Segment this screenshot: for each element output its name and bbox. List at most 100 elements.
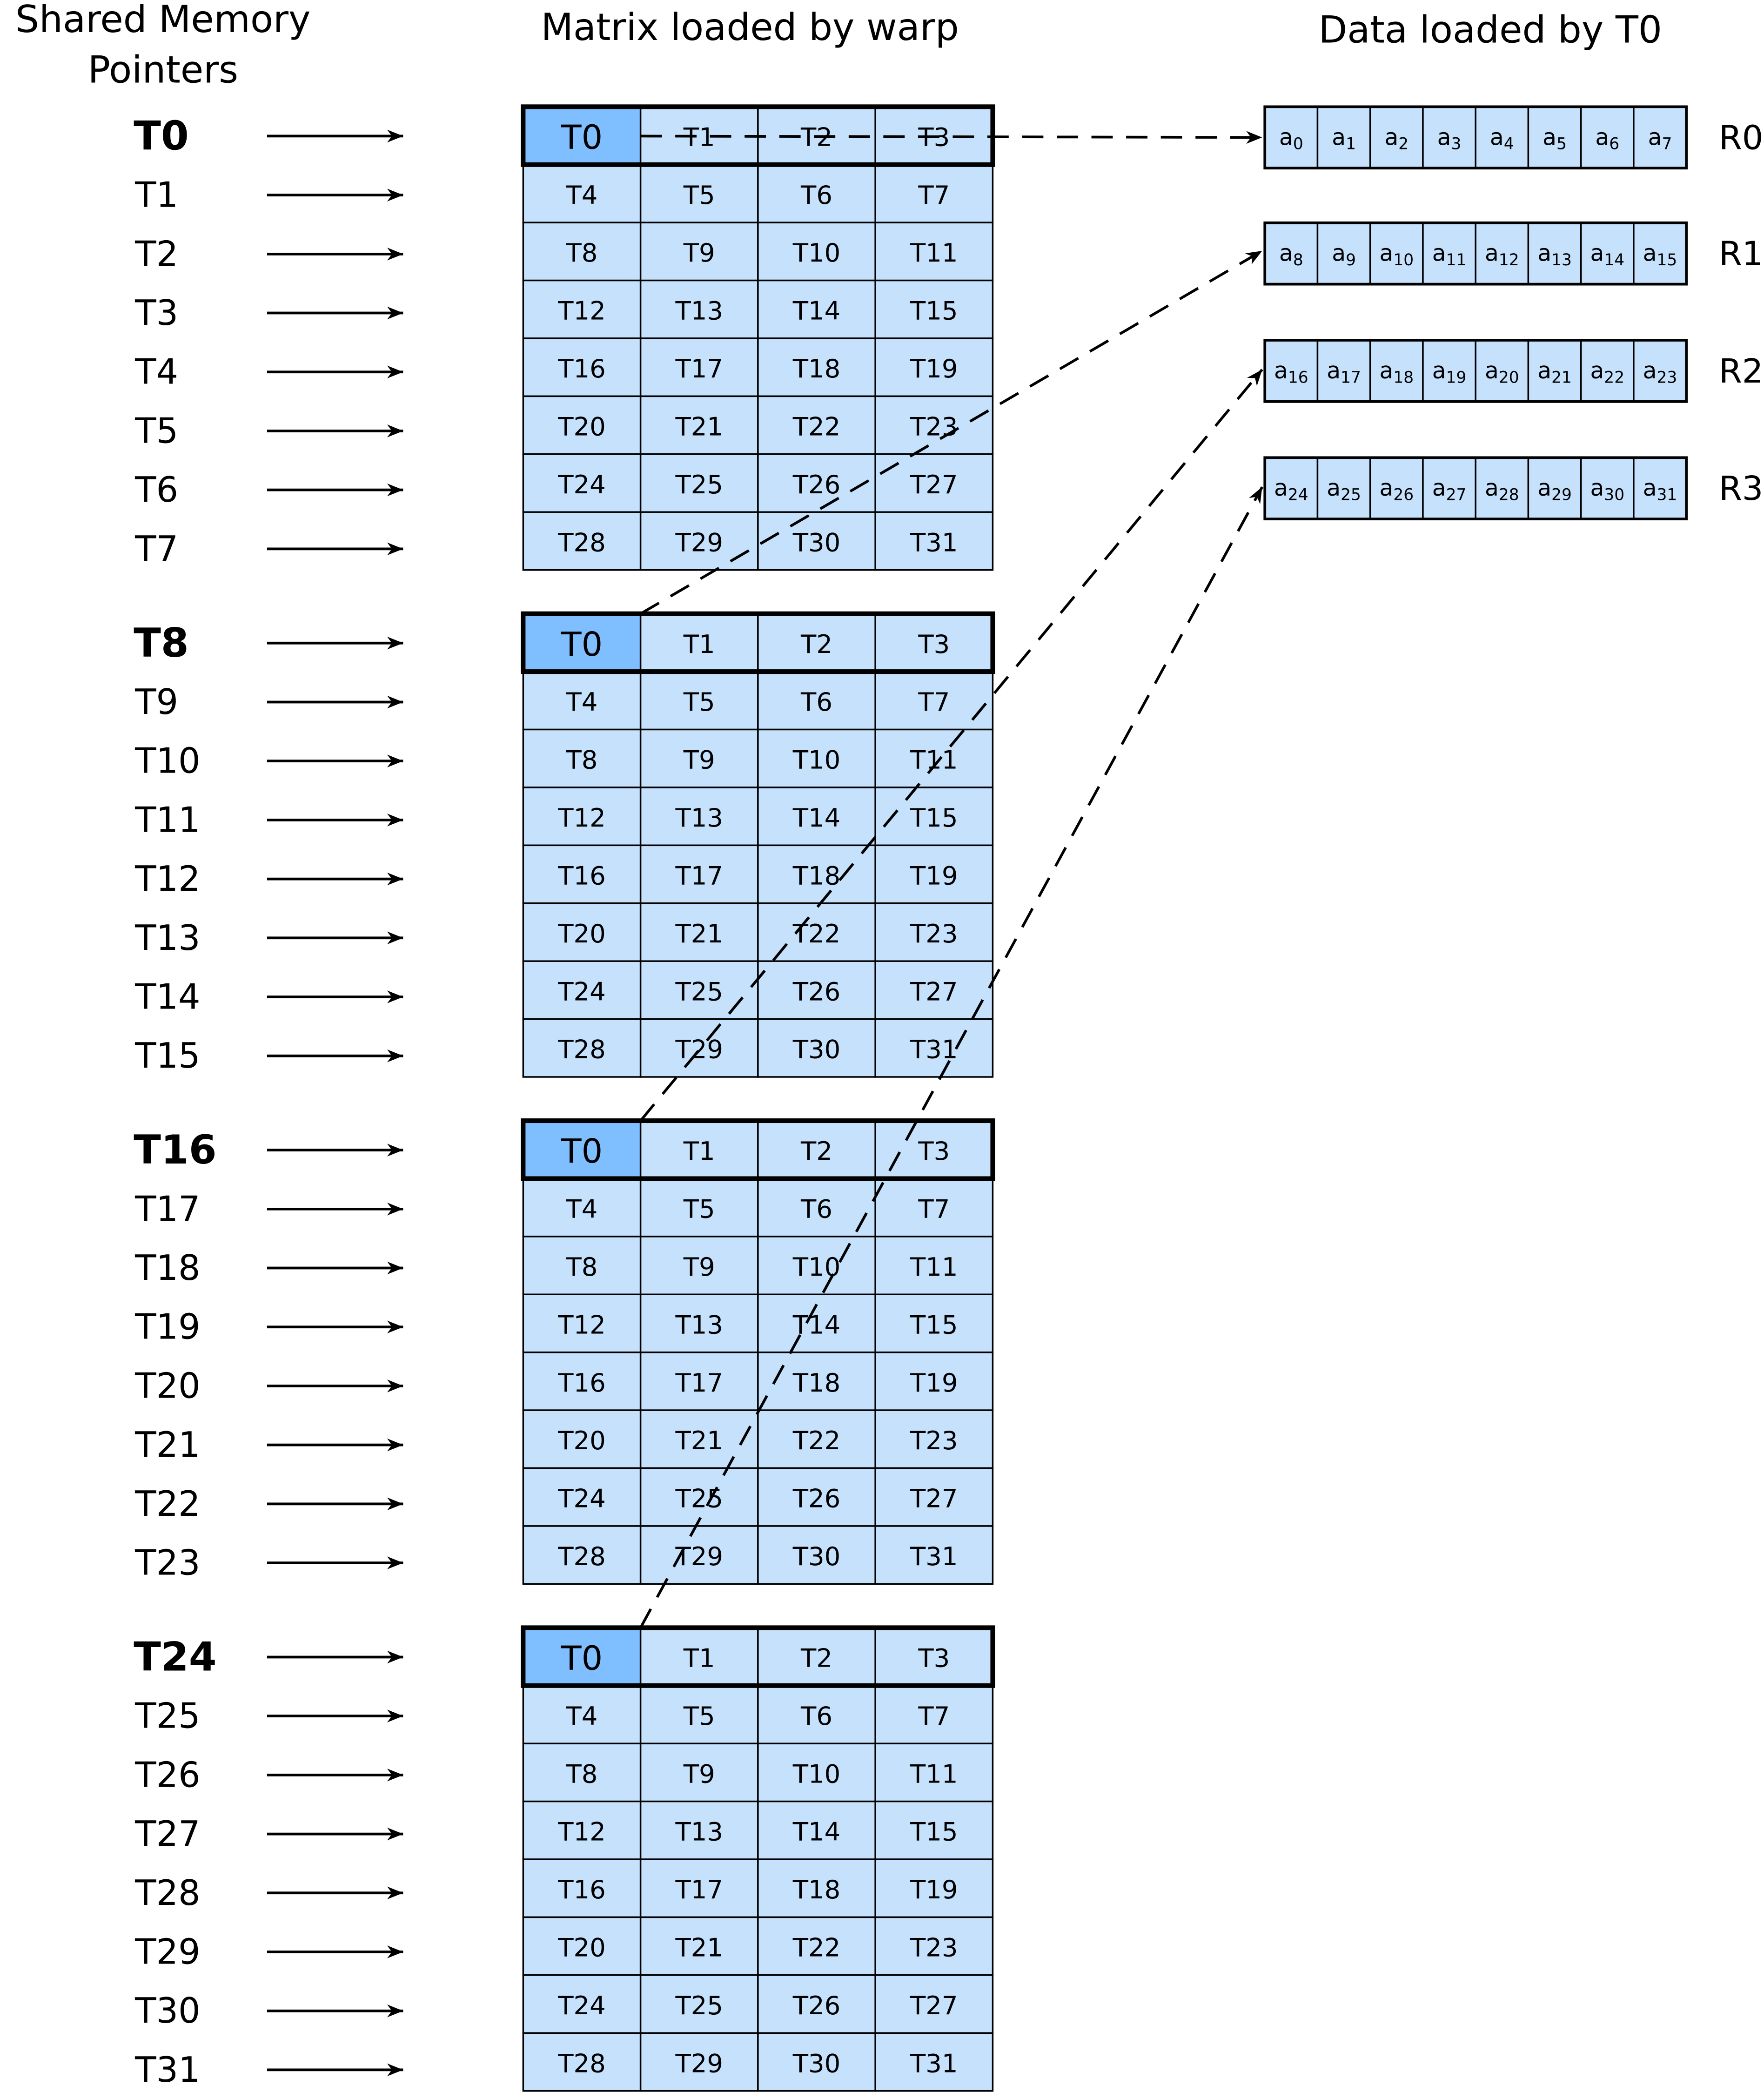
element-index: 12 (1499, 251, 1519, 269)
matrix-cell (639, 164, 759, 223)
matrix-cell (874, 1974, 994, 2034)
matrix-cell-label: T21 (675, 1426, 723, 1455)
matrix-cell (639, 844, 759, 904)
matrix-cell-label: T18 (792, 1368, 841, 1398)
matrix-cell-label: T29 (675, 1035, 723, 1064)
element-base: a (1327, 358, 1341, 384)
matrix-cell-label: T27 (910, 1484, 958, 1514)
matrix-cell (522, 1800, 642, 1860)
matrix-cell-label: T10 (792, 1759, 841, 1789)
element-index: 31 (1657, 486, 1677, 505)
matrix-cell-label: T14 (792, 1310, 841, 1339)
matrix-cell (874, 1236, 994, 1296)
pointer-label: T22 (134, 1484, 200, 1524)
matrix-cell-label: T12 (557, 1817, 606, 1847)
matrix-cell-label: T30 (792, 1541, 841, 1571)
matrix-cell-label: T10 (792, 745, 841, 775)
pointer-label: T18 (134, 1248, 200, 1288)
matrix-cell-label: T6 (800, 180, 832, 210)
matrix-cell-label: T23 (910, 919, 958, 948)
matrix-cell-label: T20 (557, 1426, 606, 1455)
matrix-cell-label: T5 (683, 1701, 715, 1731)
element-base: a (1590, 358, 1604, 384)
matrix-cell (757, 1409, 876, 1469)
matrix-cell-label: T16 (557, 861, 606, 890)
element-index: 30 (1604, 486, 1624, 505)
matrix-cell (639, 1120, 759, 1180)
matrix-cell-label: T6 (800, 1194, 832, 1224)
register-outline (1263, 105, 1688, 170)
element-base: a (1490, 124, 1504, 150)
matrix-cell (874, 844, 994, 904)
register-element: a0 (1279, 124, 1303, 153)
matrix-cell (639, 1525, 759, 1585)
register-element: a19 (1432, 358, 1467, 387)
matrix-cell-label: T27 (910, 976, 958, 1006)
matrix-cell-label: T24 (557, 470, 606, 499)
matrix-cell (639, 453, 759, 513)
register-element: a4 (1490, 124, 1514, 153)
matrix-title: Matrix loaded by warp (541, 6, 959, 49)
pointer-label: T8 (134, 620, 189, 666)
pointer-label: T14 (134, 977, 200, 1017)
element-base: a (1380, 358, 1394, 384)
matrix-cell (639, 1916, 759, 1976)
matrix-cell (522, 164, 642, 223)
register-cell (1316, 457, 1371, 520)
element-index: 3 (1451, 135, 1462, 154)
matrix-cell (639, 279, 759, 339)
register-cell (1316, 222, 1371, 285)
element-index: 1 (1346, 135, 1356, 154)
register-cell (1316, 106, 1371, 169)
register-cell (1369, 222, 1424, 285)
matrix-cell-label: T2 (800, 1136, 832, 1166)
matrix-cell (874, 1916, 994, 1976)
matrix-cell-label: T22 (792, 1426, 841, 1455)
element-index: 16 (1288, 368, 1308, 387)
matrix-cell-label: T13 (675, 1817, 723, 1847)
register-element: a10 (1380, 241, 1414, 269)
matrix-cell (874, 728, 994, 788)
matrix-cell-label: T23 (910, 1426, 958, 1455)
pointer-label: T21 (134, 1425, 200, 1465)
matrix-cell (874, 1525, 994, 1585)
matrix-cell-label: T13 (675, 1310, 723, 1339)
matrix-cell-label: T23 (910, 1933, 958, 1963)
pointer-label: T26 (134, 1755, 200, 1795)
pointers-title-line1: Shared Memory (15, 0, 310, 41)
element-index: 18 (1393, 368, 1414, 387)
matrix-cell (522, 2032, 642, 2092)
matrix-cell (522, 511, 642, 571)
pointer-label: T15 (134, 1036, 200, 1076)
matrix-cell (757, 1351, 876, 1411)
register-element: a26 (1380, 475, 1414, 504)
matrix-cell-label: T0 (561, 1131, 603, 1170)
register-element: a28 (1485, 475, 1519, 504)
matrix-cell (874, 1018, 994, 1078)
register-label: R1 (1719, 234, 1763, 273)
matrix-cell (757, 453, 876, 513)
matrix-cell-label: T25 (675, 1991, 723, 2020)
matrix-cell (522, 1409, 642, 1469)
element-base: a (1485, 241, 1499, 267)
pointer-label: T2 (134, 234, 178, 274)
element-base: a (1537, 475, 1551, 501)
register-element: a15 (1643, 241, 1677, 269)
matrix-cell-label: T27 (910, 470, 958, 499)
matrix-cell (639, 1742, 759, 1803)
matrix-cell (874, 511, 994, 571)
element-index: 20 (1499, 368, 1519, 387)
element-index: 5 (1556, 135, 1567, 154)
register-row: a8 a9 a10 a11 a12 a13 a14 a15 R1 (1263, 221, 1763, 286)
matrix-cell (639, 1467, 759, 1527)
matrix-cell-label: T31 (910, 1035, 958, 1064)
matrix-cell-label: T12 (557, 296, 606, 326)
pointer-label: T23 (134, 1543, 200, 1583)
element-base: a (1279, 124, 1293, 150)
data-title: Data loaded by T0 (1318, 8, 1662, 52)
matrix-cell (522, 1858, 642, 1918)
register-cell (1475, 222, 1529, 285)
matrix-cell (639, 395, 759, 455)
matrix-cell-label: T0 (561, 625, 603, 664)
matrix-cell-label: T26 (792, 1991, 841, 2020)
